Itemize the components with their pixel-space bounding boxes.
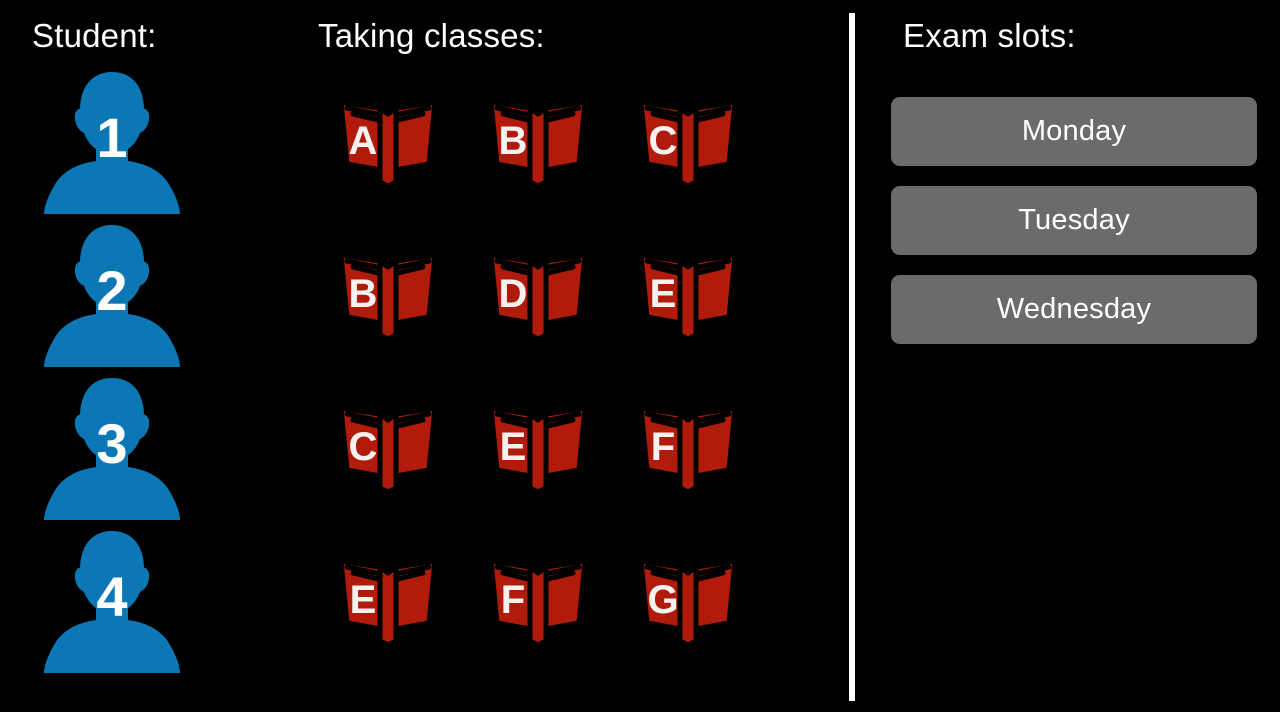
column-header-exam-slots: Exam slots:	[903, 17, 1076, 54]
student-avatar-cell[interactable]: 4	[32, 527, 192, 680]
exam-slot-button[interactable]: Wednesday	[891, 275, 1257, 344]
exam-slot-list: Monday Tuesday Wednesday	[891, 97, 1257, 364]
open-book-icon: G	[634, 543, 742, 651]
student-row: 3 C E F	[0, 374, 840, 527]
class-book-cell[interactable]: E	[634, 237, 742, 345]
class-book-cell[interactable]: F	[634, 390, 742, 498]
class-book-cell[interactable]: A	[334, 84, 442, 192]
open-book-icon: B	[484, 84, 592, 192]
open-book-icon: A	[334, 84, 442, 192]
person-silhouette-icon	[32, 527, 192, 673]
open-book-icon: E	[634, 237, 742, 345]
open-book-icon: F	[634, 390, 742, 498]
column-header-taking-classes: Taking classes:	[318, 17, 545, 54]
student-avatar-cell[interactable]: 3	[32, 374, 192, 527]
open-book-icon: E	[484, 390, 592, 498]
person-silhouette-icon	[32, 68, 192, 214]
class-book-cell[interactable]: F	[484, 543, 592, 651]
open-book-icon: F	[484, 543, 592, 651]
open-book-icon: C	[634, 84, 742, 192]
open-book-icon: D	[484, 237, 592, 345]
class-book-cell[interactable]: G	[634, 543, 742, 651]
exam-slot-button[interactable]: Monday	[891, 97, 1257, 166]
open-book-icon: B	[334, 237, 442, 345]
class-book-cell[interactable]: B	[484, 84, 592, 192]
student-avatar-cell[interactable]: 1	[32, 68, 192, 221]
column-header-student: Student:	[32, 17, 157, 54]
open-book-icon: C	[334, 390, 442, 498]
class-book-cell[interactable]: C	[334, 390, 442, 498]
student-row: 1 A B C	[0, 68, 840, 221]
class-book-cell[interactable]: C	[634, 84, 742, 192]
exam-slot-button[interactable]: Tuesday	[891, 186, 1257, 255]
student-row: 2 B D E	[0, 221, 840, 374]
vertical-divider	[849, 13, 855, 701]
class-book-cell[interactable]: B	[334, 237, 442, 345]
class-book-cell[interactable]: E	[484, 390, 592, 498]
student-avatar-cell[interactable]: 2	[32, 221, 192, 374]
student-row: 4 E F G	[0, 527, 840, 680]
person-silhouette-icon	[32, 374, 192, 520]
class-book-cell[interactable]: E	[334, 543, 442, 651]
student-roster: 1 A B C 2	[0, 68, 840, 680]
class-book-cell[interactable]: D	[484, 237, 592, 345]
open-book-icon: E	[334, 543, 442, 651]
person-silhouette-icon	[32, 221, 192, 367]
